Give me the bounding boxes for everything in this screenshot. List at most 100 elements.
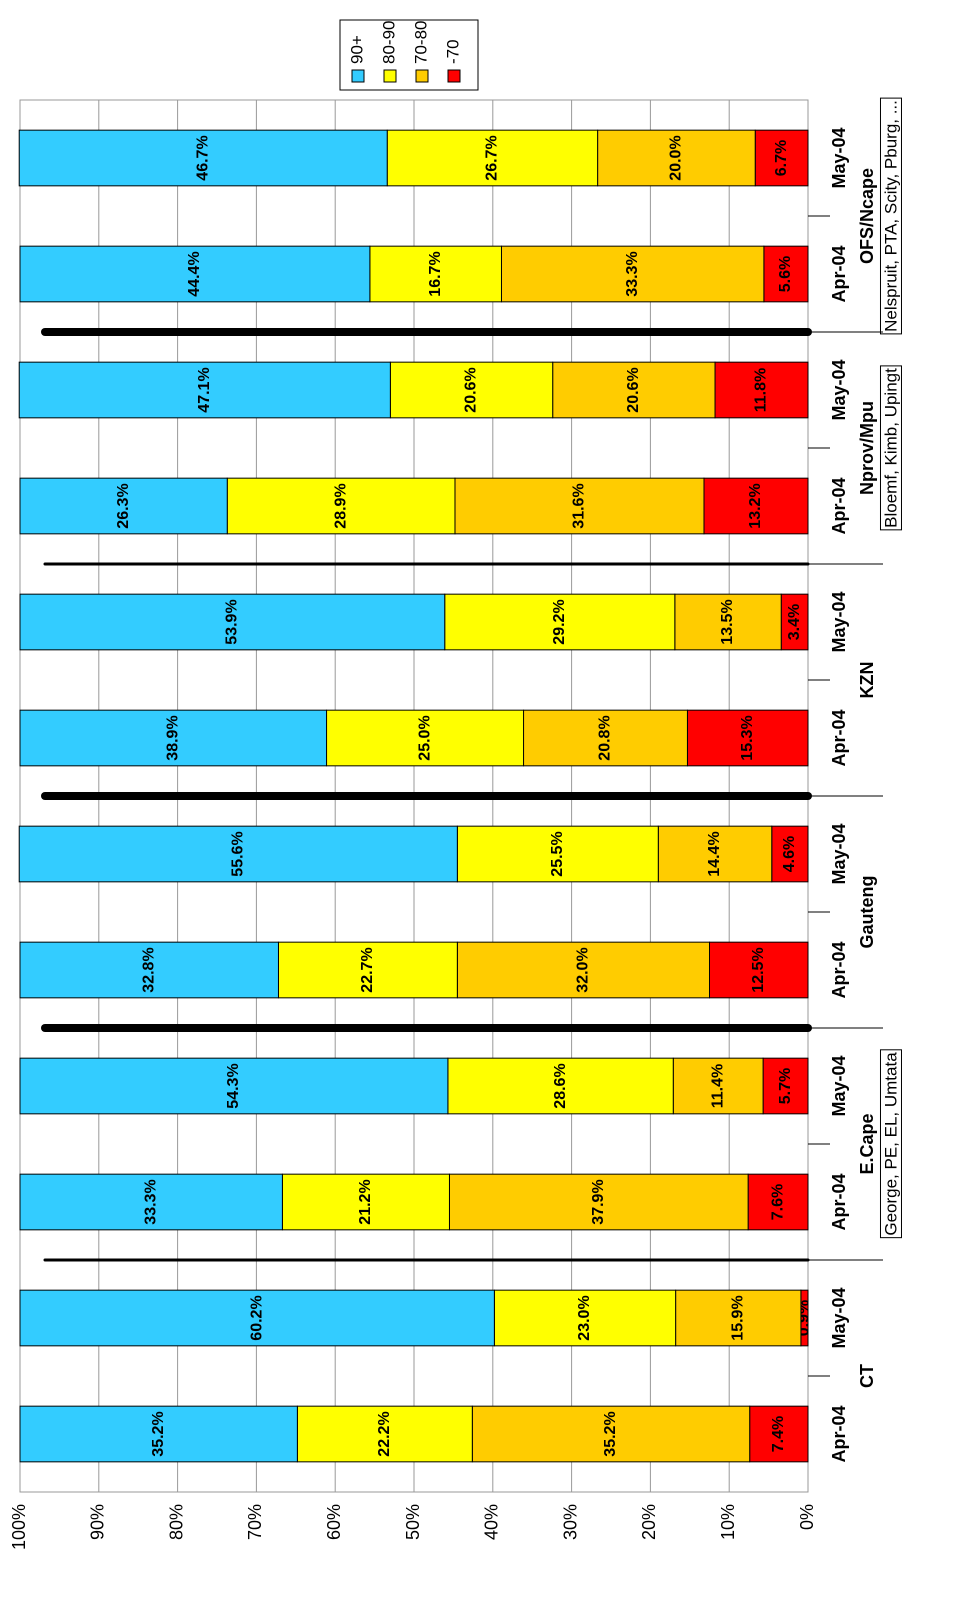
value-label: 20.0% xyxy=(668,135,685,180)
bar-segment xyxy=(19,1405,298,1463)
value-label: 23.0% xyxy=(576,1295,593,1340)
group-note-box xyxy=(879,1049,902,1239)
value-label: 38.9% xyxy=(164,715,181,760)
rotated-chart: 0% 10% 20% 30% 40% 50% 60% 70% 80% 90% 100% 7.4% 35.… xyxy=(9,19,902,1550)
x-tick-label: May-04 xyxy=(829,1287,849,1348)
value-label: 26.3% xyxy=(115,483,132,528)
y-tick-label: 90% xyxy=(88,1504,108,1540)
value-label: 3.4% xyxy=(786,604,803,640)
x-tick-label: May-04 xyxy=(829,591,849,652)
bar-segment xyxy=(19,477,228,535)
value-label: 15.9% xyxy=(729,1295,746,1340)
group-label: CT xyxy=(857,1364,877,1388)
y-tick-label: 30% xyxy=(560,1504,580,1540)
group-note-box xyxy=(879,97,902,335)
bar-segment xyxy=(19,1173,283,1231)
value-label: 47.1% xyxy=(196,367,213,412)
value-label: 26.7% xyxy=(484,135,501,180)
legend-swatch xyxy=(447,69,461,83)
legend-label: 80-90 xyxy=(379,21,398,64)
value-label: 11.8% xyxy=(753,368,770,412)
value-label: 22.2% xyxy=(376,1411,393,1456)
bar-segment xyxy=(19,1289,495,1347)
bar-segment xyxy=(18,825,458,883)
value-label: 7.6% xyxy=(769,1184,786,1220)
x-tick-label: Apr-04 xyxy=(829,477,849,534)
value-label: 16.7% xyxy=(427,251,444,296)
x-tick-label: Apr-04 xyxy=(829,1173,849,1230)
x-tick-label: May-04 xyxy=(829,1055,849,1116)
value-label: 29.2% xyxy=(551,599,568,644)
group-note: George, PE, EL, Umtata xyxy=(881,1052,900,1236)
bar-segment xyxy=(19,593,446,651)
bar-segment xyxy=(19,1057,449,1115)
group-label: OFS/Ncape xyxy=(857,168,877,264)
value-label: 44.4% xyxy=(186,251,203,296)
y-tick-label: 10% xyxy=(718,1504,738,1540)
value-label: 31.6% xyxy=(571,483,588,528)
value-label: 5.7% xyxy=(777,1068,794,1104)
value-label: 20.8% xyxy=(597,715,614,760)
value-label: 21.2% xyxy=(357,1179,374,1224)
legend-swatch xyxy=(351,69,365,83)
value-label: 37.9% xyxy=(590,1179,607,1224)
legend-box xyxy=(339,19,479,91)
y-tick-label: 70% xyxy=(245,1504,265,1540)
legend-label: -70 xyxy=(443,39,462,64)
value-label: 20.6% xyxy=(463,367,480,412)
value-label: 54.3% xyxy=(225,1063,242,1108)
legend-swatch xyxy=(383,69,397,83)
value-label: 53.9% xyxy=(224,599,241,644)
x-tick-label: Apr-04 xyxy=(829,1405,849,1462)
value-label: 11.4% xyxy=(709,1064,726,1108)
group-label: Nprov/Mpu xyxy=(857,401,877,495)
value-label: 35.2% xyxy=(602,1411,619,1456)
value-label: 7.4% xyxy=(770,1416,787,1452)
value-label: 28.9% xyxy=(332,483,349,528)
group-label: Gauteng xyxy=(857,875,877,948)
value-label: 55.6% xyxy=(229,831,246,876)
value-label: 22.7% xyxy=(359,947,376,992)
legend-label: 70-80 xyxy=(411,21,430,64)
y-tick-label: 60% xyxy=(324,1504,344,1540)
value-label: 13.2% xyxy=(747,483,764,528)
value-label: 4.6% xyxy=(781,836,798,872)
x-tick-label: Apr-04 xyxy=(829,941,849,998)
group-note: Nelspruit, PTA, Scity, Pburg, ... xyxy=(881,100,900,332)
value-label: 14.4% xyxy=(706,831,723,876)
bar-segment xyxy=(19,941,279,999)
value-label: 35.2% xyxy=(150,1411,167,1456)
value-label: 46.7% xyxy=(194,135,211,180)
group-label: E.Cape xyxy=(857,1113,877,1174)
bar-segment xyxy=(18,361,391,419)
x-tick-label: May-04 xyxy=(829,359,849,420)
y-tick-label: 40% xyxy=(482,1504,502,1540)
bar-segment xyxy=(19,245,371,303)
group-note-box xyxy=(879,365,902,531)
value-label: 20.6% xyxy=(625,367,642,412)
x-tick-label: May-04 xyxy=(829,127,849,188)
x-tick-label: Apr-04 xyxy=(829,709,849,766)
legend-label: 90+ xyxy=(347,35,366,64)
value-label: 60.2% xyxy=(248,1295,265,1340)
bar-segment xyxy=(19,709,328,767)
group-note: Bloemf, Kimb, Upingt xyxy=(881,368,900,528)
value-label: 13.5% xyxy=(719,599,736,644)
value-label: 25.0% xyxy=(416,715,433,760)
value-label: 28.6% xyxy=(552,1063,569,1108)
value-label: 25.5% xyxy=(549,831,566,876)
legend-swatch xyxy=(415,69,429,83)
y-tick-label: 0% xyxy=(797,1504,817,1530)
group-label: KZN xyxy=(857,662,877,699)
value-label: 32.8% xyxy=(140,947,157,992)
y-tick-label: 50% xyxy=(403,1504,423,1540)
y-tick-label: 80% xyxy=(166,1504,186,1540)
value-label: 5.6% xyxy=(777,256,794,292)
y-tick-label: 20% xyxy=(639,1504,659,1540)
y-tick-label: 100% xyxy=(9,1504,29,1550)
value-label: 12.5% xyxy=(750,947,767,992)
value-label: 6.7% xyxy=(773,140,790,176)
x-tick-label: May-04 xyxy=(829,823,849,884)
